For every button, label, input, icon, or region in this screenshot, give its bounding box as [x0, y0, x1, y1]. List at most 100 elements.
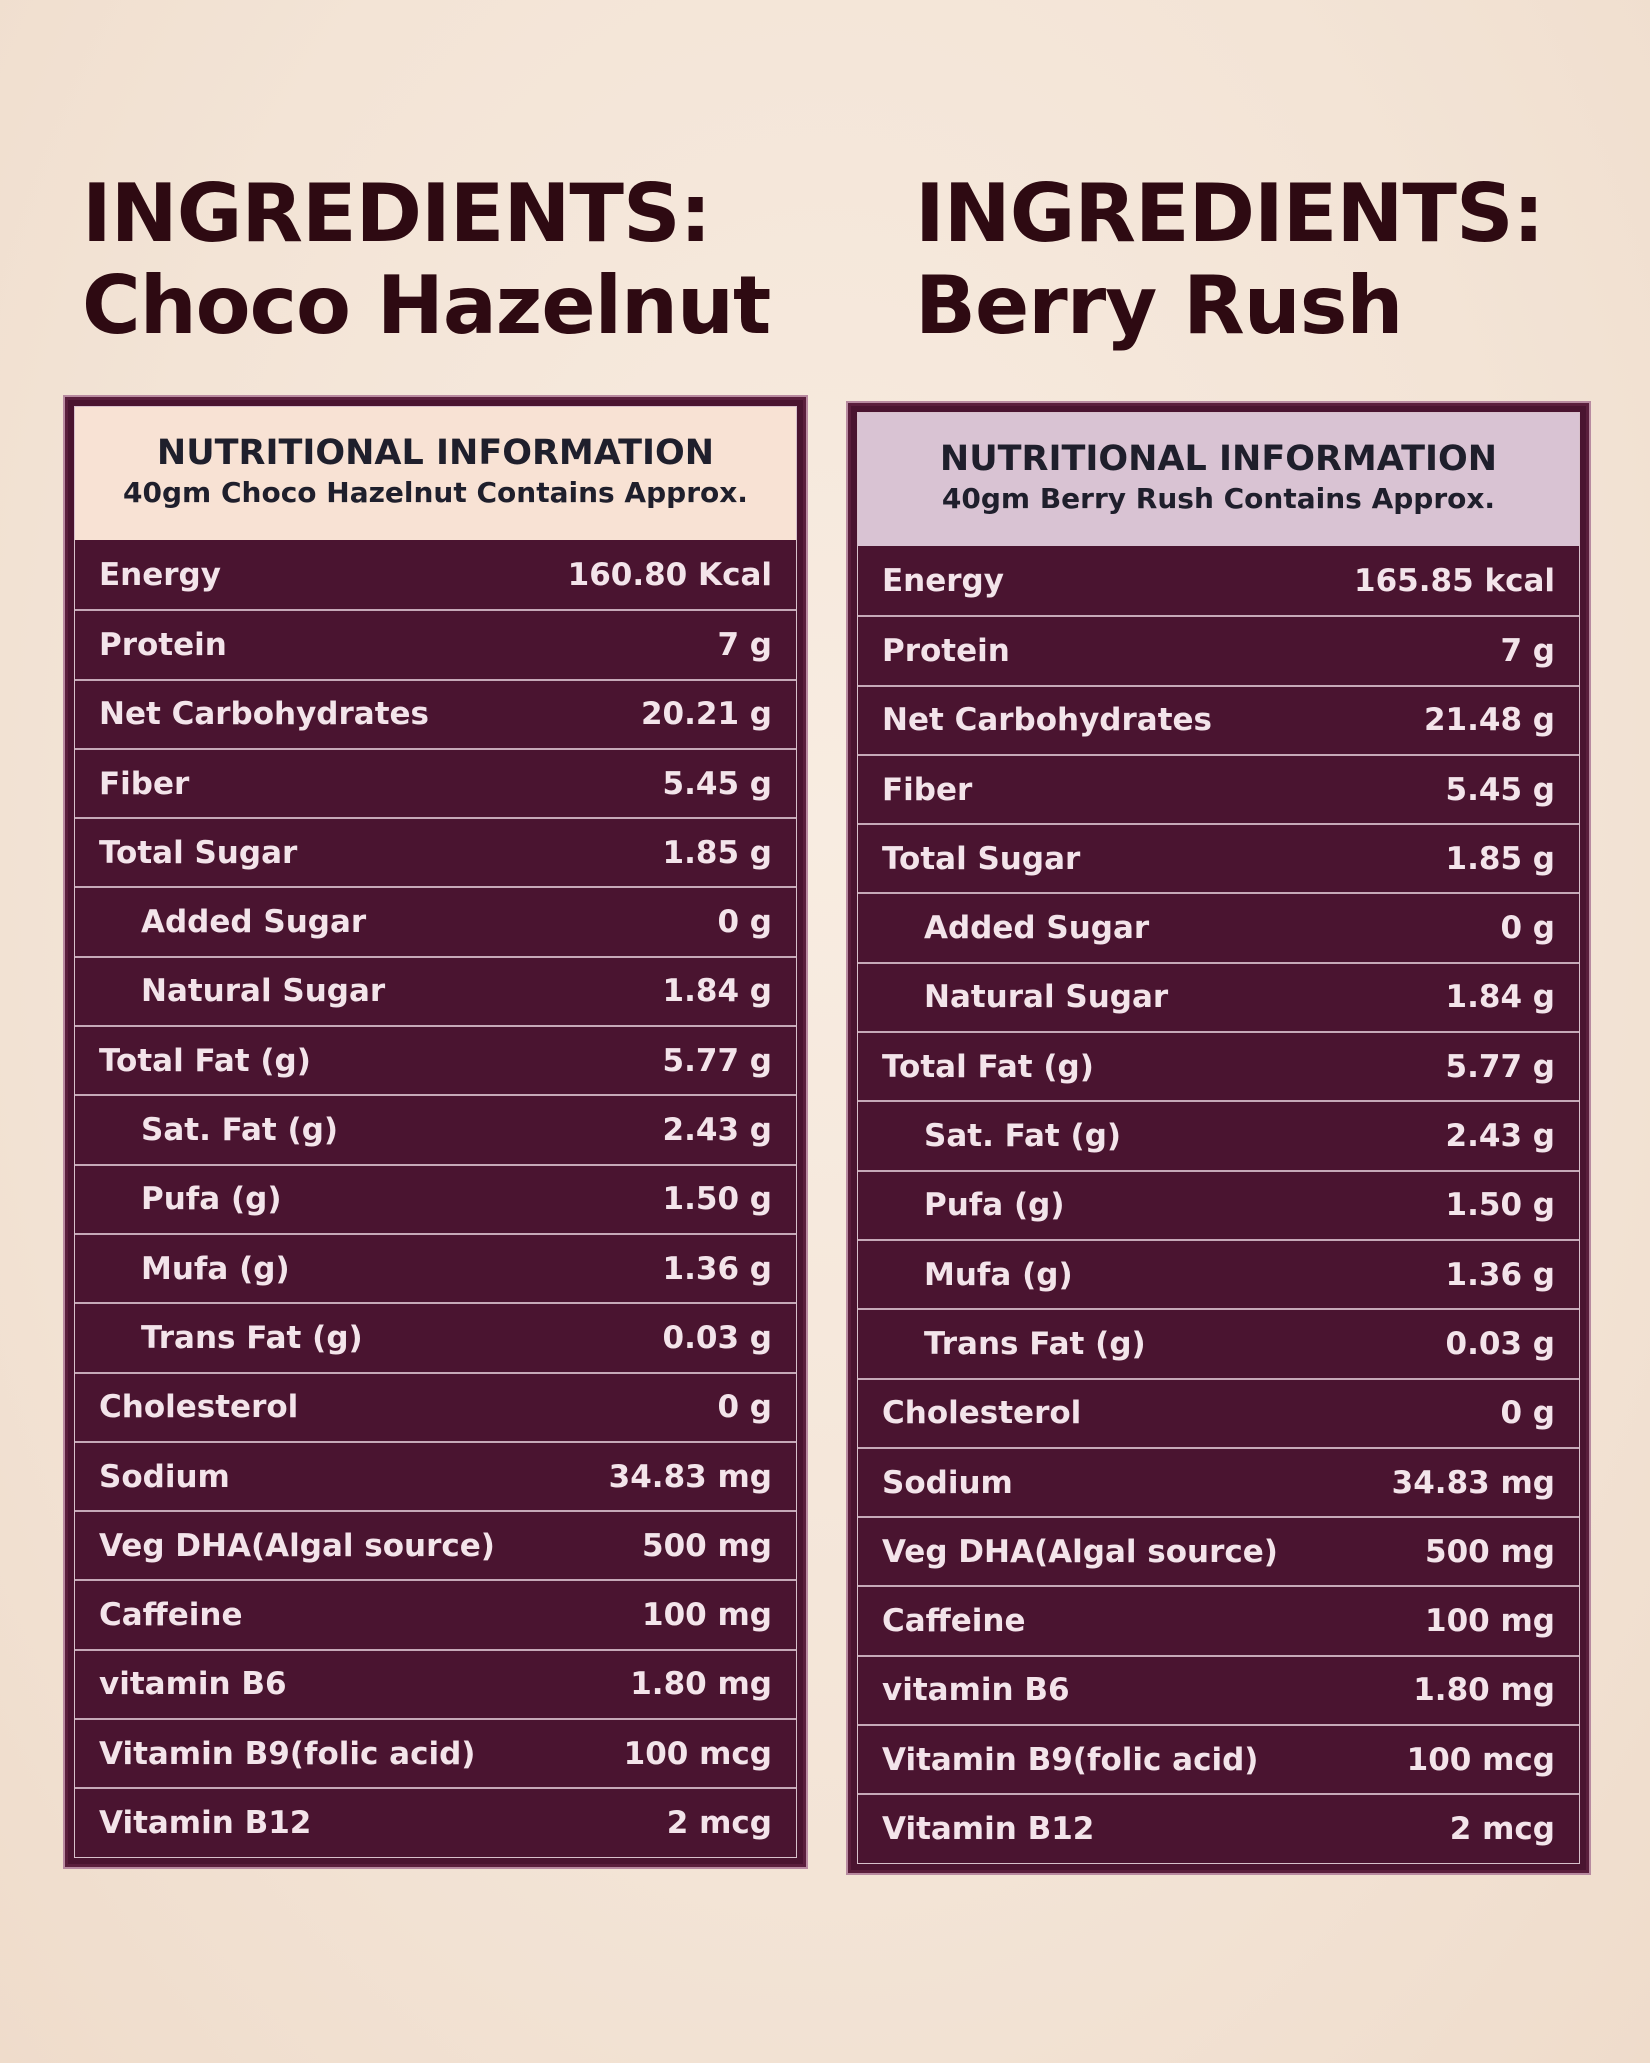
- nutrient-value: 20.21 g: [640, 696, 772, 733]
- nutrition-row: Vitamin B12 2 mcg: [858, 1793, 1579, 1862]
- nutrient-label: vitamin B6: [99, 1666, 287, 1703]
- nutrient-value: 5.45 g: [1445, 771, 1555, 808]
- nutrition-row: Caffeine 100 mg: [75, 1579, 796, 1648]
- nutrition-row: Natural Sugar 1.84 g: [75, 955, 796, 1025]
- nutrient-label: Natural Sugar: [141, 973, 386, 1010]
- nutrition-row: Total Sugar 1.85 g: [858, 823, 1579, 892]
- nutrient-value: 2 mcg: [1449, 1810, 1555, 1847]
- heading-line-2: Berry Rush: [915, 259, 1403, 352]
- nutrient-label: Added Sugar: [141, 904, 367, 941]
- nutrition-row: Sodium 34.83 mg: [75, 1440, 796, 1510]
- nutrition-header: NUTRITIONAL INFORMATION 40gm Berry Rush …: [858, 413, 1579, 546]
- nutrient-value: 34.83 mg: [608, 1458, 772, 1495]
- nutrient-label: Caffeine: [882, 1603, 1026, 1640]
- nutrition-row: Cholesterol 0 g: [858, 1377, 1579, 1447]
- nutrient-label: Trans Fat (g): [141, 1319, 363, 1356]
- nutrition-row: Sodium 34.83 mg: [858, 1446, 1579, 1516]
- nutrient-value: 0.03 g: [1445, 1325, 1555, 1362]
- nutrient-value: 5.77 g: [1445, 1048, 1555, 1085]
- nutrition-row: Fiber 5.45 g: [858, 753, 1579, 823]
- nutrient-label: Veg DHA(Algal source): [882, 1533, 1278, 1570]
- nutrient-value: 21.48 g: [1423, 702, 1555, 739]
- nutrient-value: 160.80 Kcal: [567, 556, 772, 593]
- nutrient-value: 100 mcg: [1406, 1741, 1555, 1778]
- nutrient-value: 165.85 kcal: [1354, 562, 1555, 599]
- heading-line-2: Choco Hazelnut: [82, 259, 771, 352]
- nutrient-value: 2.43 g: [1445, 1118, 1555, 1155]
- nutrition-panel-inner: NUTRITIONAL INFORMATION 40gm Berry Rush …: [857, 412, 1580, 1864]
- nutrition-row: Sat. Fat (g) 2.43 g: [858, 1100, 1579, 1169]
- nutrition-row: Total Fat (g) 5.77 g: [75, 1025, 796, 1094]
- nutrition-row: Total Sugar 1.85 g: [75, 817, 796, 886]
- nutrient-value: 1.36 g: [1445, 1256, 1555, 1293]
- nutrient-value: 7 g: [717, 626, 772, 663]
- nutrition-panel-inner: NUTRITIONAL INFORMATION 40gm Choco Hazel…: [74, 406, 797, 1858]
- nutrition-row: Veg DHA(Algal source) 500 mg: [858, 1516, 1579, 1585]
- nutrition-subtitle: 40gm Berry Rush Contains Approx.: [941, 482, 1496, 515]
- nutrient-label: Cholesterol: [882, 1395, 1082, 1432]
- heading-berry-rush: INGREDIENTS: Berry Rush: [915, 168, 1545, 352]
- nutrition-panel-choco-hazelnut: NUTRITIONAL INFORMATION 40gm Choco Hazel…: [65, 397, 806, 1867]
- nutrient-label: Total Sugar: [99, 834, 298, 871]
- nutrient-label: Trans Fat (g): [924, 1325, 1146, 1362]
- nutrient-label: Cholesterol: [99, 1389, 299, 1426]
- nutrition-row: Natural Sugar 1.84 g: [858, 961, 1579, 1031]
- nutrient-label: Natural Sugar: [924, 979, 1169, 1016]
- nutrient-value: 1.85 g: [662, 834, 772, 871]
- nutrition-row: Protein 7 g: [858, 615, 1579, 684]
- nutrient-value: 500 mg: [1425, 1533, 1555, 1570]
- nutrient-value: 1.80 mg: [1413, 1672, 1555, 1709]
- nutrient-label: Total Fat (g): [882, 1048, 1094, 1085]
- nutrient-label: Protein: [99, 626, 227, 663]
- nutrition-row: Total Fat (g) 5.77 g: [858, 1031, 1579, 1100]
- nutrient-label: Energy: [99, 556, 221, 593]
- nutrition-row: Energy 165.85 kcal: [858, 546, 1579, 615]
- nutrition-header: NUTRITIONAL INFORMATION 40gm Choco Hazel…: [75, 407, 796, 540]
- nutrition-row: Cholesterol 0 g: [75, 1371, 796, 1441]
- nutrition-row: Mufa (g) 1.36 g: [75, 1232, 796, 1302]
- nutrition-row: Pufa (g) 1.50 g: [75, 1163, 796, 1233]
- nutrition-title: NUTRITIONAL INFORMATION: [156, 433, 715, 473]
- nutrient-value: 100 mg: [1425, 1603, 1555, 1640]
- nutrition-row: Trans Fat (g) 0.03 g: [75, 1302, 796, 1371]
- nutrient-label: Mufa (g): [924, 1256, 1073, 1293]
- nutrient-label: Veg DHA(Algal source): [99, 1527, 495, 1564]
- nutrient-label: Sat. Fat (g): [141, 1112, 339, 1149]
- nutrient-value: 1.50 g: [662, 1181, 772, 1218]
- nutrient-label: Vitamin B9(folic acid): [99, 1735, 476, 1772]
- nutrient-value: 1.84 g: [1445, 979, 1555, 1016]
- nutrient-value: 5.45 g: [662, 765, 772, 802]
- nutrient-label: Mufa (g): [141, 1250, 290, 1287]
- nutrition-row: Caffeine 100 mg: [858, 1585, 1579, 1654]
- nutrient-value: 0 g: [717, 904, 772, 941]
- nutrient-value: 5.77 g: [662, 1042, 772, 1079]
- nutrition-panel-berry-rush: NUTRITIONAL INFORMATION 40gm Berry Rush …: [848, 403, 1589, 1873]
- nutrient-label: Caffeine: [99, 1597, 243, 1634]
- nutrient-value: 1.84 g: [662, 973, 772, 1010]
- nutrient-label: Sat. Fat (g): [924, 1118, 1122, 1155]
- nutrition-row: Added Sugar 0 g: [75, 886, 796, 955]
- nutrition-row: Vitamin B9(folic acid) 100 mcg: [75, 1718, 796, 1787]
- nutrient-label: Pufa (g): [141, 1181, 282, 1218]
- nutrient-label: Net Carbohydrates: [882, 702, 1212, 739]
- nutrient-value: 1.36 g: [662, 1250, 772, 1287]
- nutrition-row: vitamin B6 1.80 mg: [75, 1648, 796, 1718]
- nutrition-title: NUTRITIONAL INFORMATION: [939, 439, 1498, 479]
- heading-choco-hazelnut: INGREDIENTS: Choco Hazelnut: [82, 168, 771, 352]
- nutrient-value: 2 mcg: [666, 1804, 772, 1841]
- nutrient-label: Net Carbohydrates: [99, 696, 429, 733]
- nutrient-value: 100 mcg: [623, 1735, 772, 1772]
- nutrient-value: 500 mg: [642, 1527, 772, 1564]
- nutrient-label: Vitamin B9(folic acid): [882, 1741, 1259, 1778]
- nutrient-label: Sodium: [99, 1458, 230, 1495]
- nutrition-row: Fiber 5.45 g: [75, 747, 796, 817]
- nutrition-row: Veg DHA(Algal source) 500 mg: [75, 1510, 796, 1579]
- nutrition-rows: Energy 160.80 Kcal Protein 7 g Net Carbohydr…: [75, 540, 796, 1857]
- nutrition-row: Vitamin B12 2 mcg: [75, 1787, 796, 1856]
- nutrient-value: 0 g: [1500, 1395, 1555, 1432]
- nutrient-label: Vitamin B12: [882, 1810, 1095, 1847]
- nutrient-value: 0 g: [1500, 910, 1555, 947]
- nutrition-row: Trans Fat (g) 0.03 g: [858, 1308, 1579, 1377]
- nutrient-label: Added Sugar: [924, 910, 1150, 947]
- nutrition-row: Added Sugar 0 g: [858, 892, 1579, 961]
